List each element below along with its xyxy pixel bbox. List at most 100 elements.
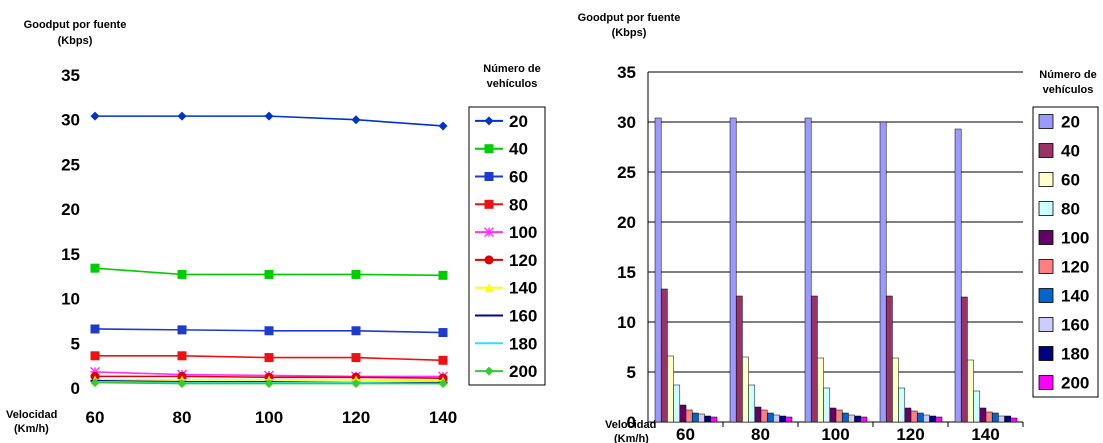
right-legend-swatch [1038,317,1054,332]
left-x-tick-label: 60 [86,408,105,427]
left-data-point [264,269,274,279]
right-bar [729,117,737,423]
right-bar [898,387,906,423]
left-legend-title-line1: Número de [483,63,540,75]
left-x-tick-label: 80 [173,408,192,427]
right-bar [879,121,887,423]
right-bar [848,414,855,423]
right-legend-label: 100 [1061,229,1089,248]
right-bar [691,412,699,423]
right-bar [829,407,837,423]
right-bar [998,415,1005,423]
right-bar [929,415,937,423]
left-legend-label: 60 [509,168,528,187]
left-data-point [90,351,100,361]
right-bar [735,295,743,423]
left-y-tick-label: 25 [61,155,80,174]
right-bar [679,404,687,423]
left-y-tick-label: 10 [61,290,80,309]
left-legend-title-line2: vehículos [487,78,538,90]
left-legend-label: 40 [509,140,528,159]
right-legend-label: 80 [1061,200,1080,219]
left-data-point [264,379,274,389]
right-bar [754,406,762,423]
right-y-tick-label: 25 [617,163,636,182]
right-legend-label: 120 [1061,258,1089,277]
left-data-point [264,326,274,336]
right-y-tick-label: 10 [617,313,636,332]
left-data-point [90,111,100,121]
right-y-tick-label: 0 [627,413,636,432]
right-legend-swatch [1038,259,1054,274]
left-data-point [177,379,187,389]
right-bar [748,384,756,423]
right-bar [773,414,780,423]
left-legend-label: 120 [509,251,537,270]
right-bar [910,410,918,423]
right-bar [1010,417,1018,423]
right-legend-swatch [1038,288,1054,303]
left-data-point [438,379,448,389]
right-bar [742,356,749,423]
right-bar [704,415,712,423]
right-bar [760,409,768,423]
right-ylabel-line2: (Kbps) [612,27,647,39]
right-y-tick-label: 35 [617,63,636,82]
left-data-point [351,115,361,125]
right-bar [967,359,974,423]
left-legend-marker [484,116,494,126]
right-y-tick-label: 5 [627,363,636,382]
left-data-point [351,353,361,363]
right-xlabel-line2: (Km/h) [614,433,649,443]
right-bar [973,390,981,423]
right-y-tick-label: 30 [617,113,636,132]
left-legend-marker [484,199,494,209]
right-bar [766,412,774,423]
right-x-tick-label: 140 [971,425,999,443]
right-bar [960,296,968,423]
left-data-point [351,326,361,336]
right-bar [885,295,893,423]
right-bar [860,416,868,423]
right-xlabel-line1: Velocidad [605,419,656,431]
left-data-point [177,111,187,121]
right-x-tick-label: 120 [896,425,924,443]
right-legend-label: 60 [1061,171,1080,190]
left-legend-marker [484,366,494,376]
right-legend-title-line1: Número de [1039,69,1096,81]
left-y-tick-label: 30 [61,111,80,130]
left-data-point [351,379,361,389]
right-bar [685,409,693,423]
left-xlabel-line2: (Km/h) [14,423,49,435]
right-bar [667,355,674,423]
right-y-tick-label: 20 [617,213,636,232]
left-ylabel-line2: (Kbps) [58,35,93,47]
right-bar [1004,415,1012,423]
left-legend-marker [484,172,494,181]
right-legend-swatch [1038,114,1054,129]
right-legend-swatch [1038,375,1054,390]
left-legend-marker [483,227,495,238]
left-legend-label: 140 [509,279,537,298]
right-bar [698,413,705,423]
left-data-point [177,351,187,361]
right-bar [892,357,899,423]
right-bar [817,357,824,423]
right-bar [954,128,962,423]
right-bar [979,407,987,423]
right-bar [841,412,849,423]
left-data-point [177,325,187,335]
left-data-point [264,353,274,363]
left-data-point [438,121,448,131]
left-ylabel-line1: Goodput por fuente [24,19,127,31]
left-legend-box [468,106,546,386]
right-bar [804,117,812,423]
left-legend-label: 160 [509,307,537,326]
right-legend-swatch [1038,230,1054,245]
left-x-tick-label: 140 [429,408,457,427]
left-legend-label: 100 [509,223,537,242]
left-data-point [438,270,448,280]
right-bar [835,409,843,423]
right-bar [779,415,787,423]
left-data-point [351,269,361,279]
